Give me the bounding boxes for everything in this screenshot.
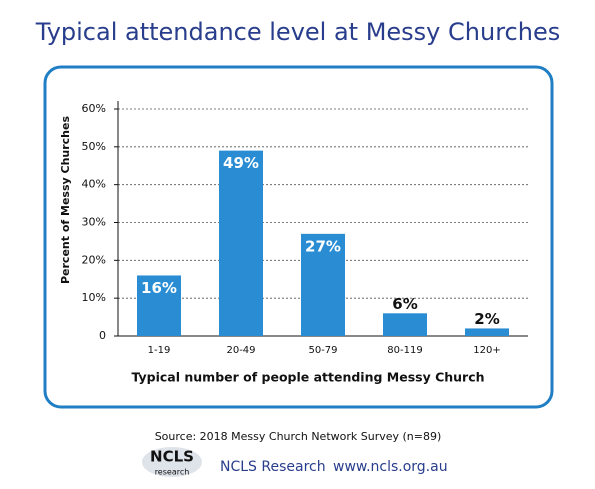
org-url: www.ncls.org.au [333,459,448,475]
x-tick-label: 20-49 [226,345,255,356]
logo-swoosh [142,447,202,477]
source-note: Source: 2018 Messy Church Network Survey… [155,430,442,443]
bar [465,328,509,336]
chart-title: Typical attendance level at Messy Church… [35,18,560,46]
data-label: 27% [305,237,341,255]
x-tick-label: 50-79 [308,345,337,356]
chart-frame [43,65,554,409]
logo-subtext: research [155,468,190,477]
y-tick-label: 60% [82,102,106,115]
logo: NCLS research [142,447,202,477]
data-label: 2% [474,310,499,328]
bar [383,313,427,336]
bar [219,150,263,336]
x-tick-label: 80-119 [387,345,422,356]
data-label: 49% [223,154,259,172]
bar [301,233,345,336]
org-name: NCLS Research [220,459,326,475]
x-tick-label: 120+ [473,345,500,356]
y-tick-label: 0 [99,329,106,342]
y-tick-label: 10% [82,291,106,304]
logo-text: NCLS [150,448,194,466]
x-axis-label: Typical number of people attending Messy… [131,370,484,385]
y-tick-label: 50% [82,140,106,153]
y-tick-label: 40% [82,178,106,191]
y-tick-label: 30% [82,216,106,229]
y-tick-label: 20% [82,253,106,266]
y-axis-label: Percent of Messy Churches [59,116,72,284]
data-label: 16% [141,279,177,297]
data-label: 6% [392,295,417,313]
bar [137,275,181,336]
x-tick-label: 1-19 [148,345,171,356]
